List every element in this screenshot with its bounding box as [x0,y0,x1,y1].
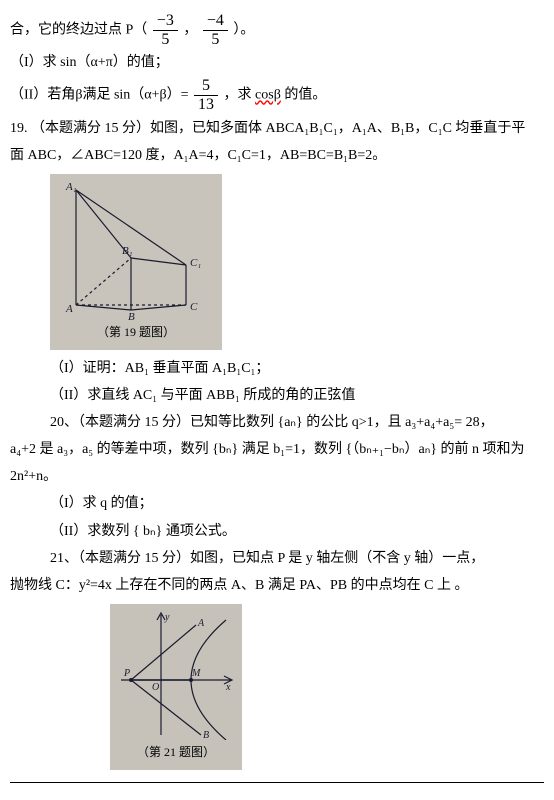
q20-part2: （II）求数列 { bₙ} 通项公式。 [50,519,544,544]
svg-text:O: O [152,682,159,693]
q21-text2: 抛物线 C：y²=4x 上存在不同的两点 A、B 满足 PA、PB 的中点均在 … [10,573,544,598]
q19-diagram: A₁ B₁ C₁ A B C [56,180,216,320]
q19-text2: 面 ABC，∠ABC=120 度，A₁A=4，C₁C=1，AB=BC=B₁B=2… [10,143,544,168]
q19-text1: 19. （本题满分 15 分）如图，已知多面体 ABCA₁B₁C₁，A₁A、B₁… [10,116,544,141]
svg-text:P: P [123,668,130,679]
q20-text2: a₄+2 是 a₃，a₅ 的等差中项，数列 {bₙ} 满足 b₁=1，数列 {（… [10,437,544,462]
q21-text1: 21、（本题满分 15 分）如图，已知点 P 是 y 轴左侧（不含 y 轴）一点… [50,546,544,571]
svg-text:y: y [164,612,170,623]
frac-neg4-5: −4 5 [203,12,228,48]
q21-diagram: y P O M A B x [116,610,236,740]
q20-text3: 2n²+n。 [10,464,544,489]
bottom-rule [10,782,544,783]
svg-text:B: B [128,311,135,320]
q21-figure: y P O M A B x （第 21 题图） [110,604,242,770]
svg-text:B: B [203,730,209,740]
svg-text:C₁: C₁ [190,257,201,269]
intro-part2: （II）若角β满足 sin（α+β）= 5 13 ，求 cosβ 的值。 [10,77,544,113]
frac-neg3-5: −3 5 [153,12,178,48]
svg-text:A₁: A₁ [65,181,77,193]
q19-figure: A₁ B₁ C₁ A B C （第 19 题图） [50,174,222,350]
intro-line1: 合，它的终边过点 P（ −3 5 ， −4 5 ）。 [10,12,544,48]
svg-text:x: x [225,682,231,693]
q19-part1: （I）证明：AB₁ 垂直平面 A₁B₁C₁； [50,356,544,381]
cosb-underline: cosβ [255,88,281,103]
svg-text:M: M [191,668,201,679]
intro-prefix: 合，它的终边过点 P（ [10,22,147,37]
q19-caption: （第 19 题图） [56,322,216,344]
svg-text:A: A [65,303,73,315]
intro-part1: （I）求 sin（α+π）的值； [10,50,544,75]
svg-text:A: A [197,618,205,629]
frac-5-13: 5 13 [194,77,218,113]
q20-text1: 20、（本题满分 15 分）已知等比数列 {aₙ} 的公比 q>1，且 a₃+a… [50,410,544,435]
q20-part1: （I）求 q 的值； [50,491,544,516]
q19-figure-container: A₁ B₁ C₁ A B C （第 19 题图） [50,170,544,354]
q21-caption: （第 21 题图） [116,742,236,764]
q21-figure-container: y P O M A B x （第 21 题图） [110,600,544,774]
svg-text:C: C [190,301,198,313]
svg-text:B₁: B₁ [122,245,133,257]
q19-part2: （II）求直线 AC₁ 与平面 ABB₁ 所成的角的正弦值 [50,383,544,408]
